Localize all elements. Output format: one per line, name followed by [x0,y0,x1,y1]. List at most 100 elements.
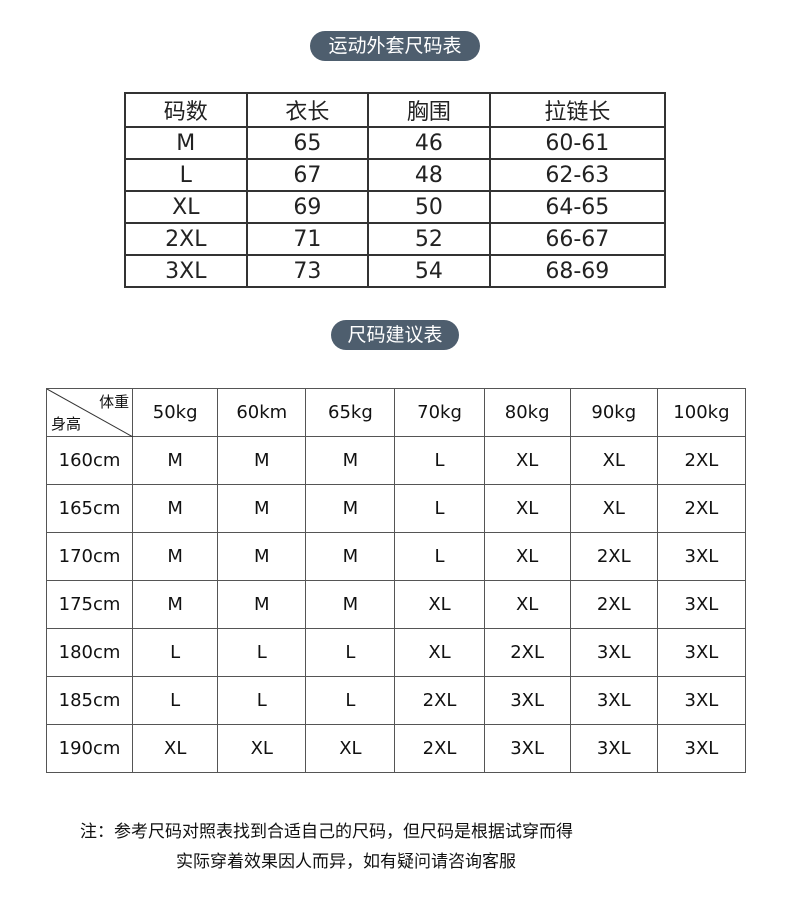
size-cell: L [217,676,307,725]
jacket-size-table: 码数 衣长 胸围 拉链长 M 65 46 60-61 L 67 48 62-63 XL 69 50 64-65… [124,92,667,288]
table-cell: 66-67 [488,222,667,256]
table-cell: 69 [245,190,370,224]
size-cell: 2XL [656,436,747,485]
size-cell: XL [569,436,658,485]
size-cell: L [305,628,396,677]
table-cell: L [124,158,248,192]
size-cell: 3XL [569,724,658,773]
table-cell: 60-61 [488,126,667,160]
size-cell: L [132,628,219,677]
size-cell: L [305,676,396,725]
size-cell: 3XL [483,676,571,725]
weight-header: 65kg [305,388,396,437]
table-cell: 54 [367,254,491,288]
size-cell: 3XL [483,724,571,773]
height-cell: 160cm [45,436,134,485]
height-label: 身高 [51,415,82,433]
table-cell: 48 [367,158,491,192]
weight-header: 60km [217,388,307,437]
table-row: XL 69 50 64-65 [124,190,667,224]
weight-header: 70kg [394,388,485,437]
size-cell: L [394,484,485,533]
column-header: 衣长 [245,92,370,128]
size-cell: M [132,580,219,629]
table-row: 175cm M M M XL XL 2XL 3XL [45,580,747,629]
table-row: 185cm L L L 2XL 3XL 3XL 3XL [45,676,747,725]
table-cell: XL [124,190,248,224]
table-cell: 3XL [124,254,248,288]
table-row: L 67 48 62-63 [124,158,667,192]
table-cell: 52 [367,222,491,256]
corner-header: 体重 身高 [45,388,134,437]
table-row: 2XL 71 52 66-67 [124,222,667,256]
table-cell: M [124,126,248,160]
size-cell: M [305,580,396,629]
size-cell: M [132,532,219,581]
size-cell: 2XL [569,532,658,581]
size-cell: 2XL [394,724,485,773]
column-header: 码数 [124,92,248,128]
size-cell: 3XL [656,724,747,773]
height-cell: 190cm [45,724,134,773]
size-cell: XL [483,436,571,485]
size-cell: 2XL [394,676,485,725]
table-cell: 67 [245,158,370,192]
table-cell: 73 [245,254,370,288]
size-cell: XL [217,724,307,773]
size-cell: 2XL [656,484,747,533]
size-recommendation-title: 尺码建议表 [331,320,459,350]
size-cell: M [217,436,307,485]
size-cell: M [132,484,219,533]
size-cell: M [305,436,396,485]
height-cell: 170cm [45,532,134,581]
height-cell: 165cm [45,484,134,533]
table-row: M 65 46 60-61 [124,126,667,160]
table-row: 3XL 73 54 68-69 [124,254,667,288]
table-cell: 68-69 [488,254,667,288]
size-cell: XL [483,484,571,533]
height-cell: 180cm [45,628,134,677]
size-cell: 3XL [656,628,747,677]
size-cell: XL [569,484,658,533]
size-cell: L [132,676,219,725]
size-cell: 3XL [569,676,658,725]
weight-header: 90kg [569,388,658,437]
table-row: 180cm L L L XL 2XL 3XL 3XL [45,628,747,677]
size-cell: 3XL [656,676,747,725]
table-row: 165cm M M M L XL XL 2XL [45,484,747,533]
table-cell: 62-63 [488,158,667,192]
size-cell: XL [483,580,571,629]
size-cell: M [305,532,396,581]
size-cell: 2XL [483,628,571,677]
height-cell: 175cm [45,580,134,629]
table-row: 190cm XL XL XL 2XL 3XL 3XL 3XL [45,724,747,773]
table-cell: 2XL [124,222,248,256]
table-cell: 71 [245,222,370,256]
size-cell: L [217,628,307,677]
size-cell: L [394,532,485,581]
table-cell: 64-65 [488,190,667,224]
size-cell: 3XL [656,532,747,581]
size-cell: XL [394,628,485,677]
size-cell: M [132,436,219,485]
note-line-1: 注：参考尺码对照表找到合适自己的尺码，但尺码是根据试穿而得 [80,822,573,842]
table-row: 160cm M M M L XL XL 2XL [45,436,747,485]
size-cell: L [394,436,485,485]
size-cell: M [305,484,396,533]
size-cell: XL [132,724,219,773]
size-cell: XL [394,580,485,629]
table-cell: 65 [245,126,370,160]
table-cell: 50 [367,190,491,224]
size-cell: 3XL [656,580,747,629]
size-cell: 3XL [569,628,658,677]
note-line-2: 实际穿着效果因人而异，如有疑问请咨询客服 [176,852,516,872]
size-cell: M [217,484,307,533]
size-cell: XL [305,724,396,773]
size-cell: XL [483,532,571,581]
size-cell: M [217,532,307,581]
column-header: 拉链长 [488,92,667,128]
weight-header: 50kg [132,388,219,437]
size-cell: 2XL [569,580,658,629]
table-row: 170cm M M M L XL 2XL 3XL [45,532,747,581]
table-cell: 46 [367,126,491,160]
